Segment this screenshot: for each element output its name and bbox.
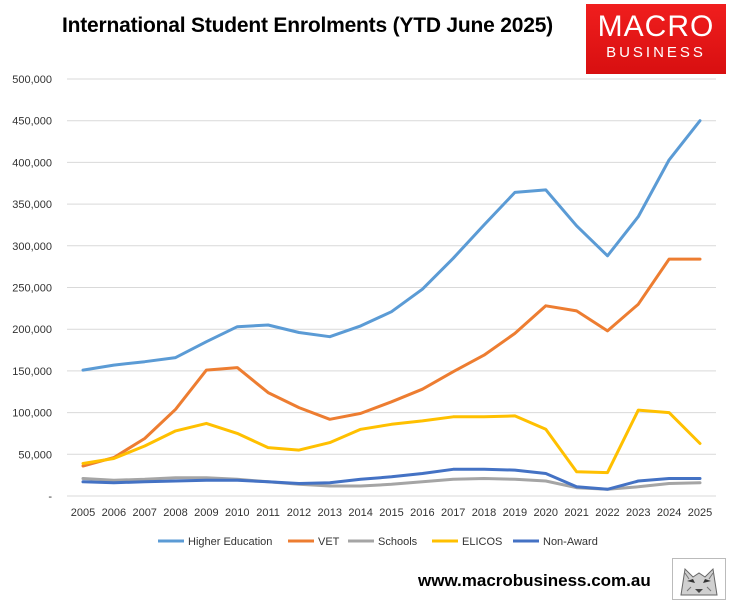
x-tick-label: 2006 (102, 507, 126, 519)
x-tick-label: 2013 (318, 507, 342, 519)
legend-label: ELICOS (462, 536, 502, 548)
x-tick-label: 2009 (194, 507, 218, 519)
x-tick-label: 2017 (441, 507, 465, 519)
legend-label: Higher Education (188, 536, 272, 548)
y-tick-label: 350,000 (12, 199, 52, 211)
x-tick-label: 2018 (472, 507, 496, 519)
x-tick-label: 2021 (564, 507, 588, 519)
website-url[interactable]: www.macrobusiness.com.au (418, 571, 651, 590)
x-axis-ticks: 2005 2006 2007 2008 2009 2010 2011 2012 2013 2014… (71, 507, 712, 519)
x-tick-label: 2019 (503, 507, 527, 519)
y-tick-label: 300,000 (12, 241, 52, 253)
series-line-vet (81, 257, 702, 468)
y-tick-label: 150,000 (12, 366, 52, 378)
x-tick-label: 2025 (688, 507, 712, 519)
logo-top-text: MACRO (597, 10, 715, 43)
x-tick-label: 2023 (626, 507, 650, 519)
y-tick-label: - (48, 491, 52, 503)
series-lines (81, 119, 702, 491)
legend-label: VET (318, 536, 340, 548)
y-tick-label: 50,000 (18, 449, 52, 461)
legend-item-elicos: ELICOS (432, 536, 502, 548)
legend-label: Non-Award (543, 536, 598, 548)
x-tick-label: 2008 (163, 507, 187, 519)
legend-item-vet: VET (288, 536, 340, 548)
x-tick-label: 2012 (287, 507, 311, 519)
x-tick-label: 2011 (256, 507, 280, 519)
y-tick-label: 200,000 (12, 324, 52, 336)
legend-item-non-award: Non-Award (513, 536, 598, 548)
x-tick-label: 2022 (595, 507, 619, 519)
y-tick-label: 400,000 (12, 157, 52, 169)
y-axis-ticks: - 50,000 100,000 150,000 200,000 250,000 300,0… (12, 74, 52, 503)
x-tick-label: 2024 (657, 507, 681, 519)
logo-bottom-text: BUSINESS (606, 44, 706, 61)
x-tick-label: 2010 (225, 507, 249, 519)
y-tick-label: 250,000 (12, 283, 52, 295)
legend-label: Schools (378, 536, 418, 548)
series-line-non-award (81, 467, 702, 491)
y-tick-label: 100,000 (12, 408, 52, 420)
x-tick-label: 2015 (379, 507, 403, 519)
macrobusiness-logo: MACRO BUSINESS (586, 4, 726, 74)
gridlines (67, 78, 716, 455)
y-tick-label: 500,000 (12, 74, 52, 86)
x-tick-label: 2016 (410, 507, 434, 519)
x-tick-label: 2005 (71, 507, 95, 519)
x-tick-label: 2014 (348, 507, 372, 519)
wolf-icon (672, 558, 726, 600)
x-tick-label: 2020 (534, 507, 558, 519)
y-tick-label: 450,000 (12, 116, 52, 128)
chart-title: International Student Enrolments (YTD Ju… (62, 14, 553, 37)
series-line-higher-education (81, 119, 702, 372)
x-tick-label: 2007 (132, 507, 156, 519)
series-line-schools (81, 476, 702, 491)
series-line-elicos (81, 408, 702, 475)
legend-item-schools: Schools (348, 536, 418, 548)
legend: Higher Education VET Schools ELICOS Non-Awar… (158, 536, 598, 548)
legend-item-higher-education: Higher Education (158, 536, 272, 548)
